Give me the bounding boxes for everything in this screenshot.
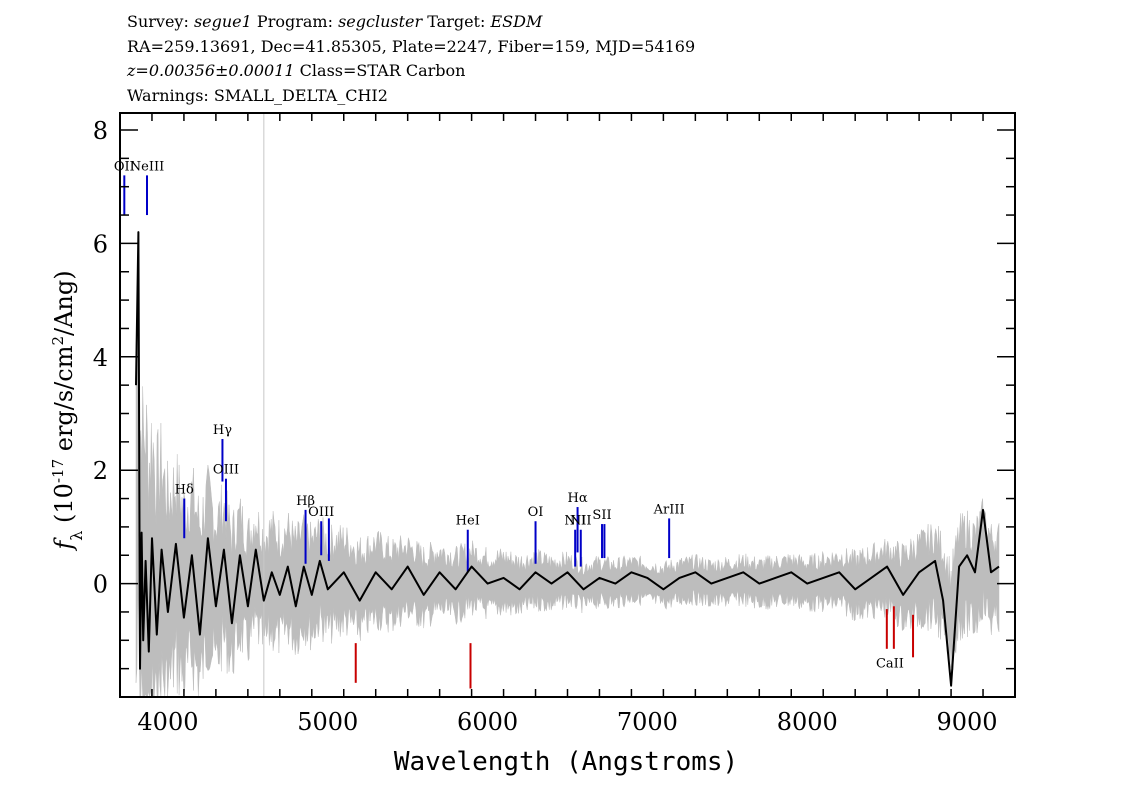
- header-redshift-line: z=0.00356±0.00011 Class=STAR Carbon: [127, 59, 695, 84]
- y-axis-label-part: 2: [49, 336, 67, 346]
- emission-line-label: OIII: [213, 463, 239, 478]
- survey-value: segue1: [193, 12, 252, 31]
- target-value: ESDM: [490, 12, 543, 31]
- header-warnings-line: Warnings: SMALL_DELTA_CHI2: [127, 85, 388, 105]
- y-axis-label: fλ (10-17 erg/s/cm2/Ang): [49, 270, 86, 551]
- emission-line-label: NeIII: [130, 159, 164, 174]
- class-value: Class=STAR Carbon: [299, 61, 466, 80]
- x-tick-label: 9000: [937, 708, 998, 736]
- x-tick-label: 8000: [777, 708, 838, 736]
- emission-line-label: Hγ: [213, 423, 232, 438]
- survey-label: Survey:: [127, 12, 189, 31]
- error-envelope: [135, 315, 1000, 698]
- y-axis-label-part: -17: [49, 459, 67, 483]
- x-tick-label: 7000: [617, 708, 678, 736]
- absorption-line-label: CaII: [876, 657, 904, 672]
- emission-line-label: ArIII: [653, 502, 685, 517]
- emission-line-label: OI: [528, 505, 544, 520]
- emission-line-label: NII: [570, 514, 592, 529]
- emission-line-label: Hβ: [296, 494, 315, 509]
- flux-series-line: [135, 231, 1000, 687]
- x-tick-label: 6000: [457, 708, 518, 736]
- redshift-value: z=0.00356±0.00011: [127, 61, 295, 80]
- y-axis-label-part: /Ang): [50, 270, 78, 336]
- y-axis-label-part: (10: [50, 483, 78, 531]
- y-axis-label-part: erg/s/cm: [50, 345, 78, 459]
- program-label: Program:: [256, 12, 333, 31]
- flux-series-layer: [135, 231, 1000, 687]
- emission-line-label: NII: [564, 514, 586, 529]
- x-axis-label: Wavelength (Angstroms): [394, 747, 738, 777]
- error-envelope-layer: [135, 315, 1000, 698]
- emission-line-label: HeI: [456, 514, 480, 529]
- emission-line-label: OIII: [308, 505, 334, 520]
- y-tick-label: 6: [93, 230, 108, 258]
- spectrum-header: Survey: segue1 Program: segcluster Targe…: [127, 10, 695, 108]
- y-tick-label: 0: [93, 571, 108, 599]
- header-survey-line: Survey: segue1 Program: segcluster Targe…: [127, 10, 695, 35]
- emission-line-label: Hα: [568, 491, 588, 506]
- target-label: Target:: [427, 12, 486, 31]
- y-axis-label-part: λ: [67, 531, 86, 541]
- header-coordinates-line: RA=259.13691, Dec=41.85305, Plate=2247, …: [127, 36, 696, 56]
- emission-line-label: SII: [592, 508, 611, 523]
- x-tick-label: 4000: [137, 708, 198, 736]
- axis-ticks: [119, 113, 1016, 698]
- y-tick-label: 8: [93, 117, 108, 145]
- emission-line-label: Hδ: [175, 483, 194, 498]
- x-tick-label: 5000: [297, 708, 358, 736]
- program-value: segcluster: [338, 12, 423, 31]
- y-tick-label: 4: [93, 344, 108, 372]
- axis-tick-labels: 4000 5000 6000 7000 8000 9000 0 2 4 6 8: [93, 117, 998, 736]
- y-tick-label: 2: [93, 457, 108, 485]
